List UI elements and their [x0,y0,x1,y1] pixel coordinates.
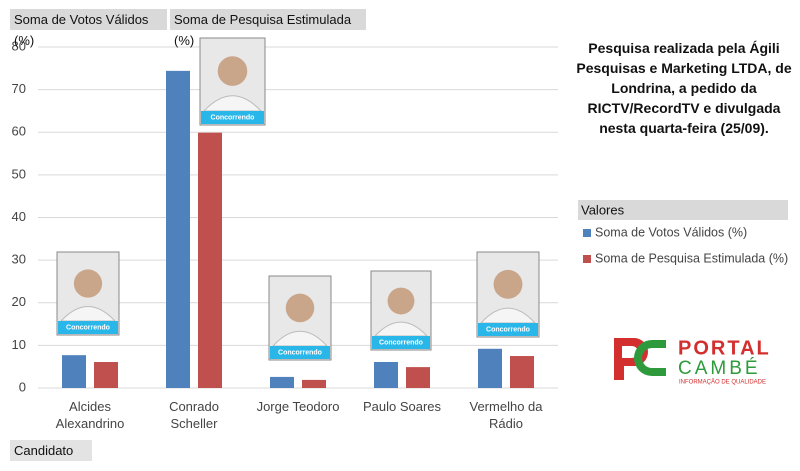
x-tick-label: Vermelho da Rádio [469,399,543,431]
photo-badge-label: Concorrendo [486,326,530,333]
legend-swatch [583,229,591,237]
y-tick-label: 70 [12,81,26,96]
y-tick-label: 30 [12,252,26,267]
photo-body [59,306,117,322]
logo-tagline: INFORMAÇÃO DE QUALIDADE [679,379,766,386]
y-tick-label: 0 [19,379,26,394]
photo-badge-label: Concorrendo [379,339,423,346]
axis-field-button[interactable]: Candidato [10,440,92,461]
field-button[interactable]: Soma de Pesquisa Estimulada (%) [170,9,366,48]
legend-header [578,200,788,220]
bar [406,367,430,388]
photo-head [493,269,523,299]
photo-badge-label: Concorrendo [211,114,255,121]
x-tick-label: Paulo Soares [362,399,442,414]
bar [198,132,222,388]
bar [166,70,190,389]
candidate-photo: Concorrendo [268,275,332,361]
photo-badge [58,321,118,334]
photo-badge [478,323,538,336]
photo-badge-label: Concorrendo [278,349,322,356]
y-tick-label: 20 [12,294,26,309]
candidate-photo: Concorrendo [476,251,540,338]
y-tick-label: 80 [12,38,26,53]
legend-title: Valores [581,202,625,217]
photo-badge [270,346,330,359]
photo-badge [201,111,264,124]
bar [62,355,86,388]
logo-mark [634,340,666,376]
bar [478,348,502,388]
y-tick-label: 50 [12,166,26,181]
candidate-photo: Concorrendo [370,270,432,351]
bar [270,376,294,388]
legend-label: Soma de Pesquisa Estimulada (%) [595,251,788,265]
y-tick-label: 10 [12,337,26,352]
logo-text: PORTAL [678,337,771,359]
photo-badge [372,336,430,349]
annotation: Pesquisa realizada pela Ágili Pesquisas … [576,40,792,136]
legend-label: Soma de Votos Válidos (%) [595,225,747,239]
logo-text: CAMBÉ [678,358,761,379]
y-tick-label: 60 [12,124,26,139]
candidate-photo: Concorrendo [199,37,266,126]
photo-head [73,269,103,298]
photo-badge-label: Concorrendo [66,324,110,331]
logo: PORTAL CAMBÉ INFORMAÇÃO DE QUALIDADE [612,337,771,386]
y-tick-label: 40 [12,209,26,224]
bar [510,356,534,388]
legend-swatch [583,255,591,263]
photo-head [387,287,415,315]
x-tick-label: Jorge Teodoro [256,399,340,414]
photo-body [479,307,537,324]
field-button[interactable]: Soma de Votos Válidos (%) [10,9,167,48]
candidate-photo: Concorrendo [56,251,120,336]
x-tick-label: Alcides Alexandrino [55,399,125,431]
bar [374,361,398,388]
bar [94,361,118,388]
photo-body [271,330,329,347]
photo-head [217,56,248,86]
photo-body [373,321,429,337]
photo-body [202,95,263,112]
photo-head [285,293,315,323]
x-tick-label: Conrado Scheller [169,399,219,431]
bar [302,379,326,388]
